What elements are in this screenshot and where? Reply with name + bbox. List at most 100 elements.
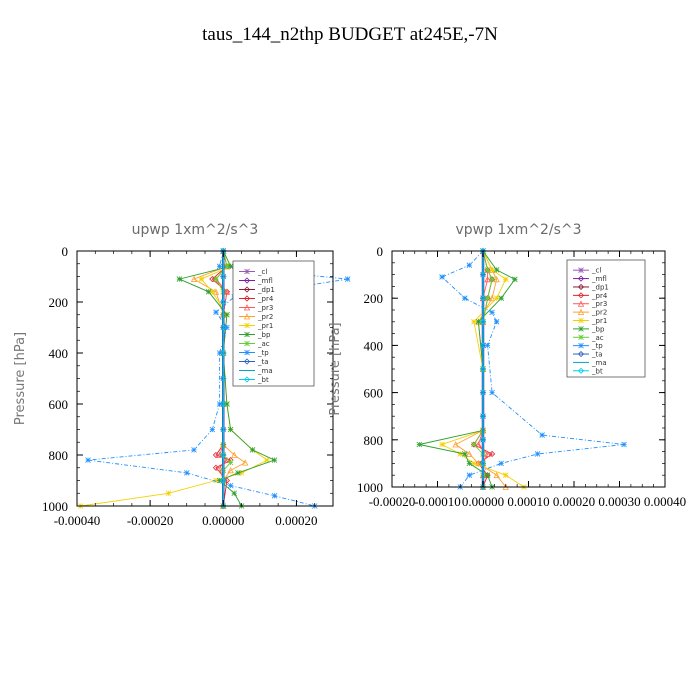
y-tick-label: 400 [49, 346, 69, 361]
data-point [183, 470, 190, 476]
legend-entry: _ma [239, 367, 273, 375]
data-point [205, 289, 212, 295]
legend-entry: _pr2 [573, 309, 607, 317]
legend-entry: _cl [573, 267, 601, 275]
legend-label: _pr3 [257, 304, 273, 312]
data-point [249, 447, 256, 453]
y-tick-label: 1000 [42, 499, 68, 514]
data-point [220, 298, 227, 306]
y-axis-label: Pressure [hPa] [328, 322, 343, 415]
data-point [243, 286, 251, 293]
data-point [475, 460, 482, 467]
legend-label: _mfl [257, 277, 273, 285]
series-line-tp [441, 250, 625, 488]
legend-entry: _pr3 [239, 304, 273, 312]
data-point [439, 274, 445, 280]
data-point [216, 350, 223, 356]
x-tick-label: 0.00010 [507, 494, 549, 509]
y-tick-label: 1000 [357, 480, 383, 495]
data-point [479, 460, 487, 467]
legend-label: _pr2 [591, 309, 607, 317]
data-point [489, 276, 495, 283]
data-point [224, 324, 230, 331]
data-point [471, 441, 477, 448]
data-point [484, 275, 491, 283]
legend-label: _cl [591, 267, 601, 275]
data-point [577, 367, 585, 374]
data-point [243, 313, 251, 320]
data-point [577, 350, 585, 358]
x-tick-label: 0.00030 [598, 494, 640, 509]
data-point [224, 401, 230, 407]
data-point [475, 441, 482, 448]
data-point [578, 267, 584, 273]
legend-box [566, 259, 646, 378]
data-point [512, 276, 518, 283]
data-point [227, 426, 234, 433]
legend-label: _pr1 [257, 322, 273, 330]
data-point [220, 477, 227, 484]
data-point [198, 276, 205, 282]
data-point [452, 441, 459, 448]
data-point [271, 457, 278, 463]
chart-subtitle: upwp 1xm^2/s^3 [132, 222, 259, 238]
data-point [484, 472, 491, 478]
chart-panel-2: vpwp 1xm^2/s^3 Pressure [hPa] -0.00020-0.0… [328, 222, 686, 509]
legend-entry: _pr3 [573, 300, 607, 308]
data-point [216, 401, 223, 407]
legend-entry: _cl [239, 268, 267, 276]
legend-label: _pr4 [257, 295, 274, 303]
data-point [243, 277, 251, 284]
legend-entry: _tp [573, 342, 603, 350]
data-point [227, 482, 234, 489]
data-point [479, 318, 487, 325]
data-point [466, 460, 473, 467]
legend-entry: _ta [573, 351, 603, 359]
data-point [493, 267, 500, 273]
x-tick-label: 0.00020 [275, 513, 317, 528]
x-tick-label: 0.00000 [202, 513, 244, 528]
data-point [344, 276, 351, 282]
legend-entry: _tp [239, 349, 269, 357]
data-point [213, 477, 219, 484]
data-point [85, 457, 91, 463]
data-point [479, 413, 487, 420]
y-axis-label: Pressure [hPa] [13, 332, 28, 425]
data-point [484, 450, 491, 457]
legend-label: _bt [257, 376, 269, 384]
data-point [238, 470, 245, 476]
data-point [479, 483, 487, 491]
legend-label: _tp [257, 349, 269, 357]
data-point [471, 460, 477, 467]
legend: _cl_mfl_dp1_pr4_pr3_pr2_pr1_bp_ac_tp_ta_… [566, 259, 646, 378]
legend-label: _bt [591, 367, 603, 375]
data-point [493, 295, 500, 301]
data-point [213, 309, 219, 315]
data-point [244, 340, 250, 347]
legend-label: _ta [257, 358, 269, 366]
data-point [224, 263, 230, 270]
legend-label: _ac [591, 334, 604, 342]
data-point [479, 365, 487, 373]
legend-label: _dp1 [257, 286, 275, 294]
x-tick-label: -0.00020 [127, 513, 174, 528]
x-tick-label: 0.00040 [644, 494, 686, 509]
data-point [479, 389, 487, 396]
data-point [220, 273, 227, 280]
data-point [244, 331, 250, 338]
data-point [484, 267, 491, 273]
data-point [479, 295, 487, 302]
data-point [244, 268, 250, 275]
data-point [577, 300, 585, 307]
data-point [578, 342, 584, 349]
data-point [165, 490, 172, 497]
legend-entry: _ta [239, 358, 269, 366]
legend-entry: _pr2 [239, 313, 273, 321]
legend-label: _mfl [591, 275, 607, 283]
y-tick-label: 400 [364, 338, 384, 353]
legend-entry: _dp1 [239, 286, 275, 294]
data-point [224, 311, 230, 318]
legend: _cl_mfl_dp1_pr4_pr3_pr2_pr1_bp_ac_tp_ta_… [232, 260, 315, 387]
data-point [577, 275, 585, 282]
